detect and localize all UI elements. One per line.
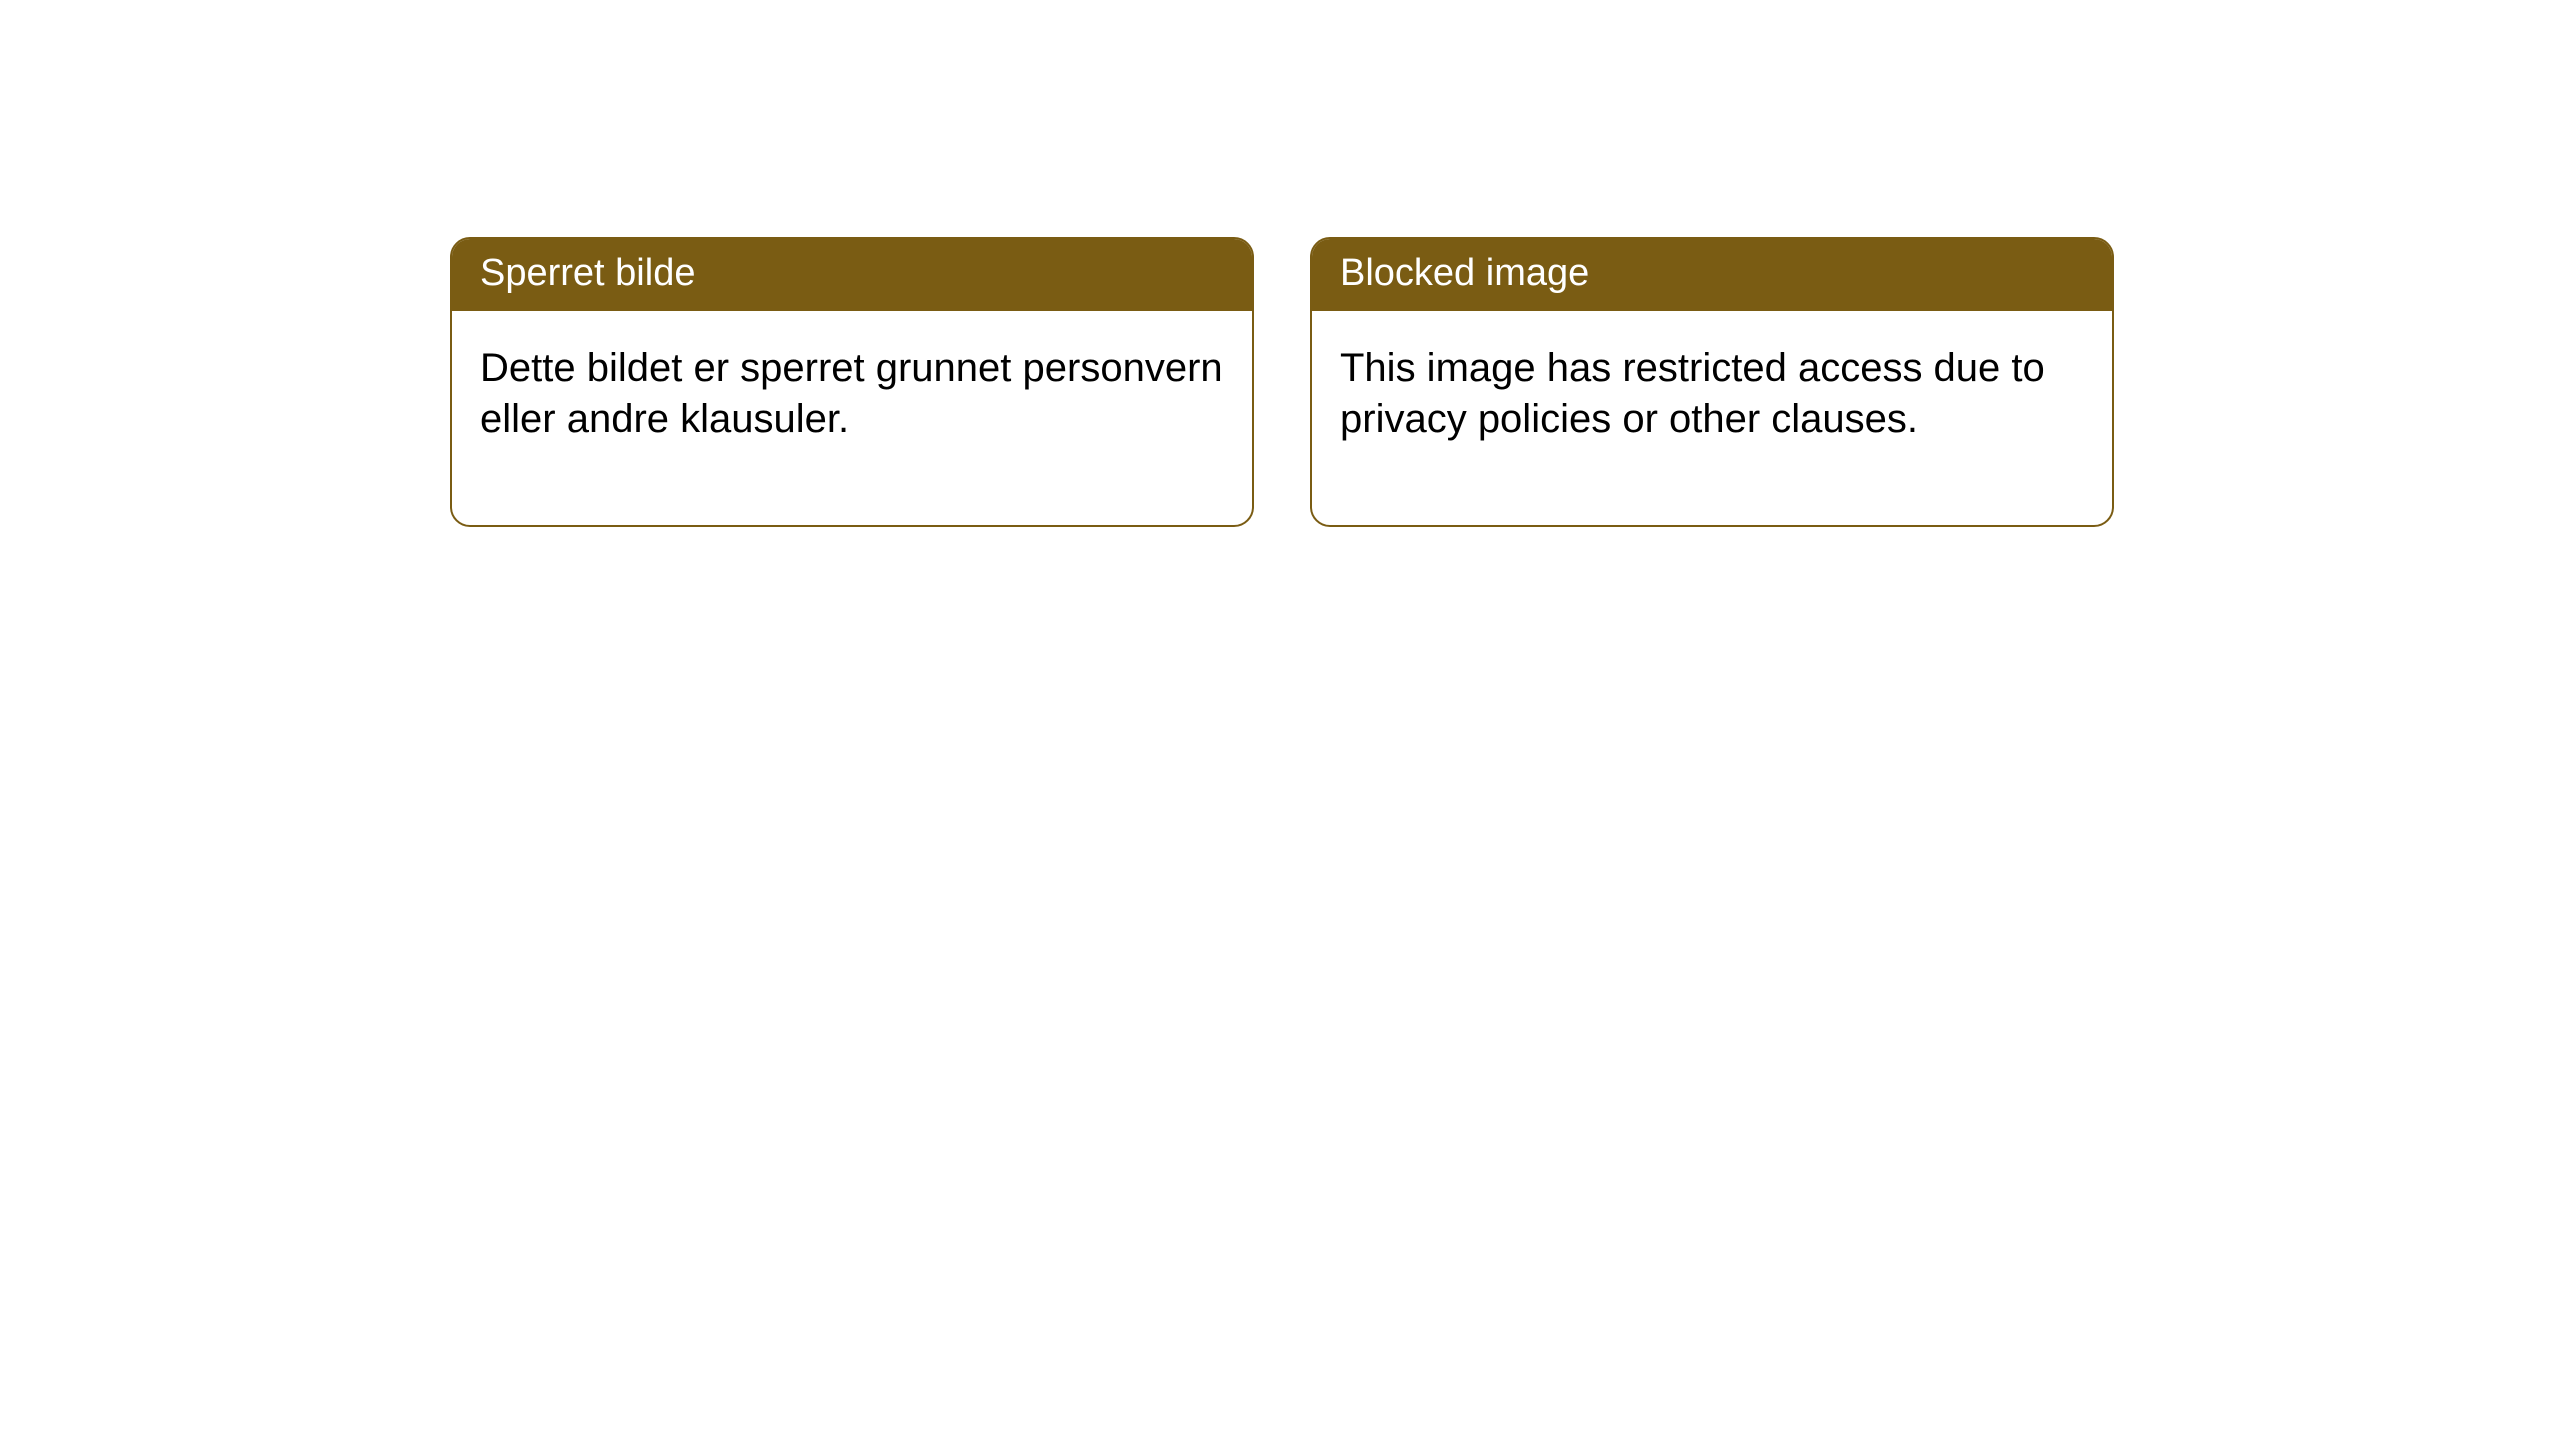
notice-card-norwegian: Sperret bilde Dette bildet er sperret gr… <box>450 237 1254 527</box>
notice-card-header: Sperret bilde <box>452 239 1252 311</box>
notice-card-english: Blocked image This image has restricted … <box>1310 237 2114 527</box>
notice-card-message: This image has restricted access due to … <box>1340 346 2045 441</box>
notice-cards-container: Sperret bilde Dette bildet er sperret gr… <box>0 0 2560 527</box>
notice-card-title: Blocked image <box>1340 252 1589 294</box>
notice-card-title: Sperret bilde <box>480 252 695 294</box>
notice-card-header: Blocked image <box>1312 239 2112 311</box>
notice-card-message: Dette bildet er sperret grunnet personve… <box>480 346 1223 441</box>
notice-card-body: This image has restricted access due to … <box>1312 311 2112 525</box>
notice-card-body: Dette bildet er sperret grunnet personve… <box>452 311 1252 525</box>
